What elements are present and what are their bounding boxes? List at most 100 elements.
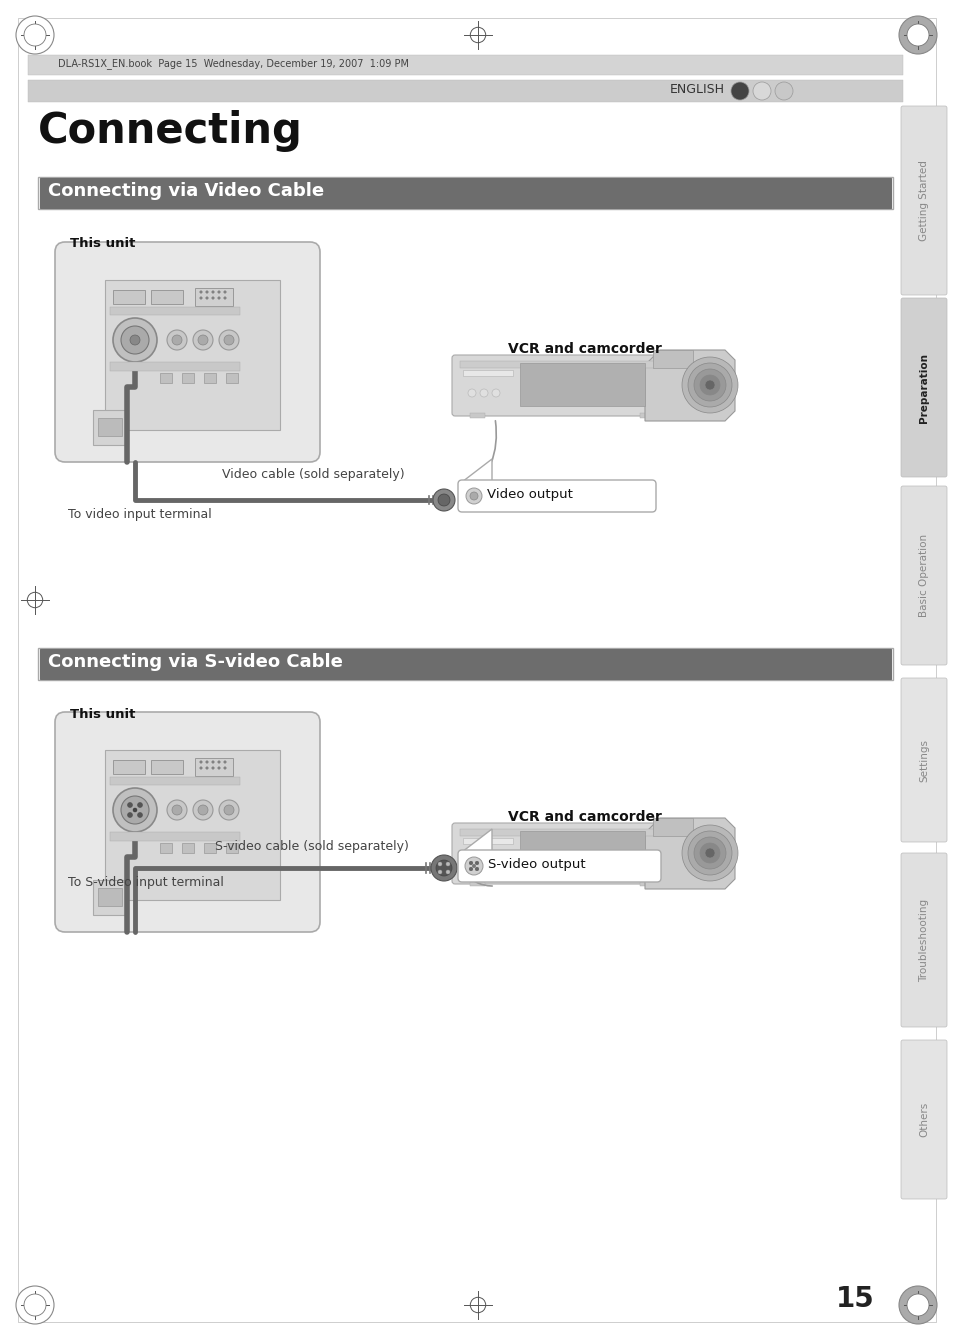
- Circle shape: [199, 291, 202, 293]
- Circle shape: [681, 356, 738, 413]
- Circle shape: [199, 296, 202, 299]
- Circle shape: [199, 766, 202, 769]
- Circle shape: [437, 870, 441, 874]
- Bar: [112, 760, 145, 775]
- Bar: [182, 373, 193, 383]
- Circle shape: [469, 867, 473, 871]
- Bar: [194, 288, 233, 306]
- Text: This unit: This unit: [70, 708, 135, 721]
- Circle shape: [464, 858, 482, 875]
- Circle shape: [224, 766, 226, 769]
- FancyBboxPatch shape: [900, 106, 946, 295]
- Bar: [92, 410, 128, 445]
- Text: Connecting: Connecting: [38, 110, 302, 151]
- Circle shape: [24, 1294, 46, 1316]
- Bar: [110, 832, 240, 842]
- Bar: [226, 373, 237, 383]
- Circle shape: [774, 82, 792, 100]
- Polygon shape: [644, 350, 734, 421]
- Circle shape: [212, 296, 214, 299]
- Text: Video output: Video output: [486, 488, 572, 501]
- Circle shape: [121, 796, 149, 824]
- Circle shape: [137, 803, 142, 808]
- Circle shape: [224, 335, 233, 344]
- Circle shape: [704, 381, 714, 390]
- FancyBboxPatch shape: [55, 243, 319, 462]
- FancyBboxPatch shape: [55, 712, 319, 933]
- Circle shape: [172, 335, 182, 344]
- Bar: [204, 373, 215, 383]
- Bar: [652, 350, 692, 368]
- Circle shape: [700, 375, 720, 395]
- Text: Others: Others: [918, 1101, 928, 1138]
- Bar: [40, 649, 890, 679]
- Circle shape: [898, 16, 936, 54]
- FancyBboxPatch shape: [900, 486, 946, 665]
- Circle shape: [700, 843, 720, 863]
- Bar: [160, 373, 172, 383]
- Bar: [40, 178, 890, 208]
- Bar: [28, 55, 902, 75]
- Bar: [194, 758, 233, 776]
- Bar: [470, 880, 484, 886]
- Circle shape: [906, 1294, 928, 1316]
- Circle shape: [206, 761, 208, 764]
- Circle shape: [437, 494, 450, 507]
- Circle shape: [217, 291, 220, 293]
- Bar: [462, 838, 513, 844]
- Text: Connecting via S-video Cable: Connecting via S-video Cable: [48, 653, 342, 671]
- Bar: [112, 289, 145, 304]
- Circle shape: [468, 389, 476, 397]
- Circle shape: [217, 766, 220, 769]
- Circle shape: [752, 82, 770, 100]
- Circle shape: [479, 858, 488, 866]
- Bar: [110, 362, 240, 371]
- FancyBboxPatch shape: [457, 480, 656, 512]
- Bar: [105, 750, 280, 900]
- Circle shape: [16, 16, 54, 54]
- Circle shape: [898, 1286, 936, 1324]
- Text: Preparation: Preparation: [918, 352, 928, 422]
- Bar: [462, 370, 513, 377]
- Circle shape: [687, 831, 731, 875]
- Circle shape: [219, 330, 239, 350]
- Bar: [28, 80, 902, 102]
- Circle shape: [172, 805, 182, 815]
- Bar: [519, 363, 644, 406]
- Circle shape: [206, 291, 208, 293]
- Bar: [105, 280, 280, 430]
- Bar: [92, 880, 128, 915]
- Circle shape: [224, 805, 233, 815]
- Bar: [652, 817, 692, 836]
- Text: DLA-RS1X_EN.book  Page 15  Wednesday, December 19, 2007  1:09 PM: DLA-RS1X_EN.book Page 15 Wednesday, Dece…: [58, 58, 409, 68]
- Circle shape: [431, 855, 456, 880]
- Circle shape: [687, 363, 731, 407]
- Text: 15: 15: [835, 1285, 874, 1313]
- Circle shape: [492, 389, 499, 397]
- Text: This unit: This unit: [70, 237, 135, 251]
- Bar: [470, 413, 484, 418]
- Text: Getting Started: Getting Started: [918, 159, 928, 241]
- Circle shape: [128, 812, 132, 817]
- Bar: [639, 413, 655, 418]
- Text: Troubleshooting: Troubleshooting: [918, 898, 928, 982]
- Circle shape: [212, 761, 214, 764]
- Circle shape: [206, 766, 208, 769]
- Circle shape: [193, 330, 213, 350]
- Circle shape: [468, 858, 476, 866]
- Circle shape: [475, 862, 478, 864]
- Circle shape: [132, 808, 137, 812]
- Bar: [519, 831, 644, 874]
- Text: S-video output: S-video output: [488, 858, 585, 871]
- FancyBboxPatch shape: [900, 678, 946, 842]
- Circle shape: [167, 330, 187, 350]
- Bar: [98, 888, 122, 906]
- Bar: [639, 880, 655, 886]
- Text: Connecting via Video Cable: Connecting via Video Cable: [48, 182, 324, 200]
- Circle shape: [16, 1286, 54, 1324]
- Circle shape: [130, 335, 140, 344]
- FancyBboxPatch shape: [452, 355, 662, 415]
- Text: Settings: Settings: [918, 738, 928, 781]
- Circle shape: [206, 296, 208, 299]
- Circle shape: [112, 318, 157, 362]
